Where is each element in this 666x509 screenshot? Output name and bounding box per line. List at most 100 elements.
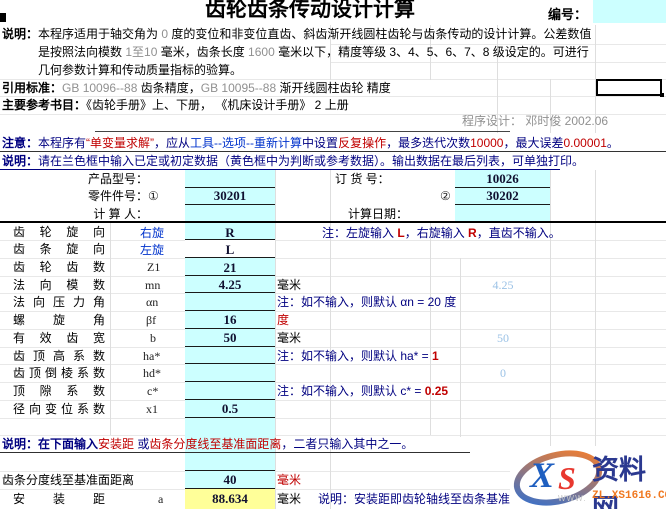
right-input-cells[interactable] <box>455 170 550 222</box>
param-sym-module: mn <box>145 278 161 292</box>
bottom-note-key: 齿条分度线至基准面距离 <box>149 437 282 451</box>
gridline <box>0 364 666 365</box>
mount-distance-cell[interactable] <box>185 489 275 509</box>
cell-underline <box>185 363 275 364</box>
calculator-label: 计 算 人： <box>93 207 148 221</box>
param-note-pressure-angle: 注：如不输入，则默认 αn = 20 度 <box>277 295 457 309</box>
cell-underline <box>185 239 275 240</box>
bottom-note-text: ，二者只输入其中之一。 <box>281 437 414 451</box>
param-label-chamfer: 齿顶倒棱系数 <box>13 366 105 380</box>
divider <box>0 169 560 170</box>
cell-underline <box>185 328 275 329</box>
part2-number-value[interactable]: 30202 <box>486 188 519 203</box>
intro-text: 本程序适用于轴交角为 <box>38 27 162 41</box>
gridline <box>595 25 596 133</box>
param-sym-addendum: ha* <box>143 349 161 363</box>
notice-highlight: 反复操作 <box>338 136 387 150</box>
rack-line-unit: 毫米 <box>277 473 302 487</box>
references-text: 《齿轮手册》上、下册， 《机床设计手册》 2 上册 <box>86 98 349 112</box>
notice-iterations: 10000 <box>470 136 504 150</box>
cell-underline <box>185 204 275 205</box>
bottom-note-text: 或 <box>134 437 150 451</box>
cell-underline <box>455 204 550 205</box>
gridline <box>497 25 498 133</box>
watermark-name: 资料网 <box>592 455 646 509</box>
cell-underline <box>185 417 275 418</box>
param-value-module[interactable]: 4.25 <box>218 277 242 292</box>
param-sym-gear-rotation: 右旋 <box>140 226 165 240</box>
gridline <box>0 311 666 312</box>
mount-distance-note: 说明：安装距即齿轮轴线至齿条基准面的 <box>318 492 535 506</box>
gridline <box>550 170 551 509</box>
gridline <box>0 435 666 436</box>
bottom-note-key: 安装距 <box>98 437 135 451</box>
param-value-teeth[interactable]: 21 <box>223 260 237 275</box>
mount-distance-unit: 毫米 <box>277 492 302 506</box>
cell-underline <box>185 346 275 347</box>
gridline <box>330 170 331 509</box>
gridline <box>550 79 551 133</box>
param-label-clearance: 顶隙系数 <box>13 384 105 398</box>
rack-rotation-cell[interactable] <box>185 240 275 257</box>
gridline <box>0 276 666 277</box>
notice-highlight: “单变量求解” <box>86 136 155 150</box>
notice-text: ，最多迭代次数 <box>386 136 471 150</box>
active-cell-cursor[interactable] <box>596 79 662 96</box>
fill-handle[interactable] <box>660 93 664 97</box>
note-text: 注：左旋输入 <box>322 226 398 240</box>
param-output-module: 4.25 <box>492 278 514 292</box>
note-text: ，右旋输入 <box>404 226 469 240</box>
param-value-helix-angle[interactable]: 16 <box>223 312 237 327</box>
note-key: L <box>397 226 405 240</box>
gridline <box>0 382 666 383</box>
gridline <box>110 222 111 435</box>
gridline <box>0 418 666 419</box>
param-label-teeth: 齿轮齿数 <box>13 260 105 274</box>
param-value-rack-rotation[interactable]: L <box>225 242 235 257</box>
cell-underline <box>455 187 550 188</box>
mount-distance-sym: a <box>158 492 164 506</box>
intro-ref-value: 1至10 <box>125 45 158 59</box>
input-column-cells[interactable] <box>185 170 275 488</box>
divider <box>0 452 470 453</box>
param-label-module: 法向模数 <box>13 278 105 292</box>
intro-text: 度的变位和非变位直齿、斜齿渐开线圆柱齿轮与齿条传动的设计计算。公差数值 <box>168 27 592 41</box>
param-sym-rack-rotation: 左旋 <box>140 243 165 257</box>
param-unit-face-width: 毫米 <box>277 331 302 345</box>
cell-underline <box>185 187 275 188</box>
corner-mark <box>0 13 6 22</box>
gridline <box>0 258 666 259</box>
notice-text: 。 <box>606 136 619 150</box>
param-value-shift[interactable]: 0.5 <box>221 401 239 416</box>
cell-underline <box>185 399 275 400</box>
cell-underline <box>185 488 275 489</box>
mount-distance-value: 88.634 <box>212 491 248 506</box>
part1-number-value[interactable]: 30201 <box>213 188 247 203</box>
instruction-label: 说明： <box>2 154 39 168</box>
serial-label: 编号： <box>548 7 588 22</box>
standard-code: GB 10096--88 <box>62 81 138 95</box>
page-title: 齿轮齿条传动设计计算 <box>205 0 415 21</box>
note-text: 注：如不输入，则默认 ha* = <box>277 349 433 363</box>
rack-line-value[interactable]: 40 <box>223 472 237 487</box>
param-label-pressure-angle: 法向压力角 <box>13 295 105 309</box>
order-number-label: 订 货 号： <box>335 172 390 186</box>
gridline <box>0 347 666 348</box>
part1-index: ① <box>148 189 159 203</box>
param-output-face-width: 50 <box>497 331 509 345</box>
order-number-value[interactable]: 10026 <box>486 171 519 186</box>
cell-underline <box>185 292 275 293</box>
param-value-face-width[interactable]: 50 <box>223 330 237 345</box>
watermark-www: WWW. <box>558 494 587 503</box>
gridline <box>0 489 666 490</box>
param-value-gear-rotation[interactable]: R <box>225 225 235 240</box>
gridline <box>330 25 331 80</box>
param-sym-clearance: c* <box>147 384 159 398</box>
part2-index: ② <box>440 189 451 203</box>
gridline <box>0 400 666 401</box>
gridline <box>430 25 431 80</box>
watermark-url: ZL.XS1616.COM <box>592 490 666 502</box>
standards-label: 引用标准： <box>2 81 63 95</box>
serial-input-cell[interactable] <box>593 0 666 23</box>
program-designer: 程序设计： 邓时俊 2002.06 <box>462 114 609 128</box>
